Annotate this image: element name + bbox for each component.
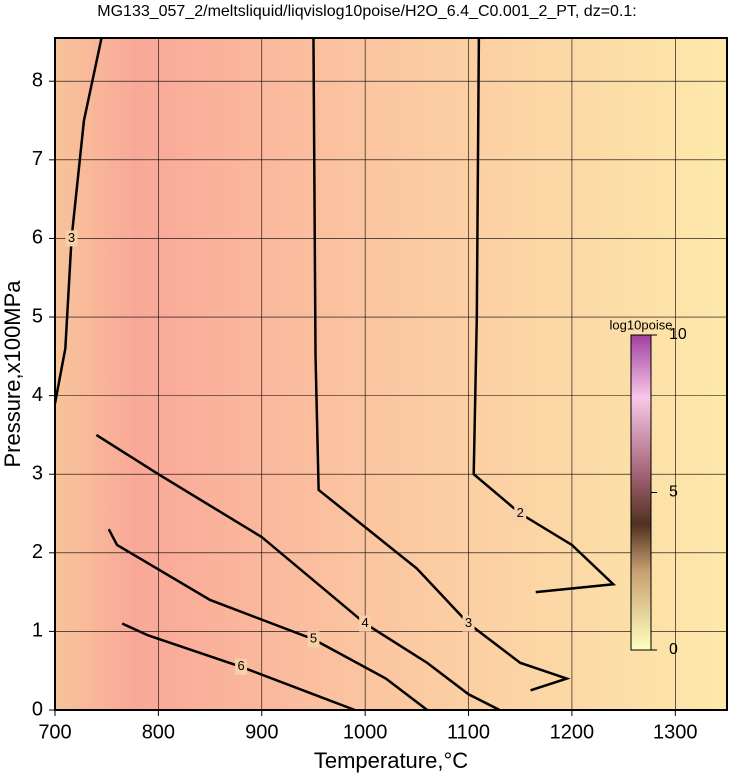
x-tick-label: 900 <box>245 721 278 743</box>
contour-label-bg <box>514 505 527 522</box>
colorbar-tick-label: 5 <box>669 484 678 501</box>
plot-frame <box>54 37 728 711</box>
y-tick-label: 1 <box>32 620 43 642</box>
contour-label: 5 <box>310 631 317 646</box>
chart-title: MG133_057_2/meltsliquid/liqvislog10poise… <box>97 3 636 20</box>
y-tick-label: 8 <box>32 70 43 92</box>
x-tick-label: 1300 <box>653 721 698 743</box>
contour-line <box>312 37 571 692</box>
colorbar-tick-label: 0 <box>669 641 678 658</box>
plot-background <box>55 38 727 710</box>
colorbar-tick-label: 10 <box>669 326 687 343</box>
colorbar <box>630 334 652 651</box>
x-tick-label: 1000 <box>343 721 388 743</box>
contour-label-bg <box>462 615 475 632</box>
contour-label: 2 <box>517 505 524 520</box>
x-axis-label: Temperature,°C <box>314 748 468 773</box>
y-axis-label: Pressure,x100MPa <box>0 280 25 468</box>
x-tick-label: 700 <box>38 721 71 743</box>
x-tick-label: 800 <box>142 721 175 743</box>
contour-label: 3 <box>465 615 472 630</box>
y-tick-label: 5 <box>32 305 43 327</box>
contour-label-bg <box>307 631 320 648</box>
contour-label-bg <box>359 615 372 632</box>
y-tick-label: 2 <box>32 541 43 563</box>
x-tick-label: 1100 <box>447 721 490 743</box>
x-tick-label: 1200 <box>550 721 595 743</box>
contour-label: 3 <box>68 230 75 245</box>
y-tick-label: 0 <box>32 698 43 720</box>
y-tick-label: 3 <box>32 462 43 484</box>
colorbar-label: log10poise <box>610 317 673 332</box>
y-tick-label: 7 <box>32 148 43 170</box>
contour-line <box>107 528 428 711</box>
y-tick-label: 6 <box>32 227 43 249</box>
contour-label: 6 <box>237 658 244 673</box>
contour-label: 4 <box>362 615 369 630</box>
contour-label-bg <box>65 230 78 247</box>
y-tick-label: 4 <box>32 384 43 406</box>
contour-label-bg <box>235 658 248 675</box>
